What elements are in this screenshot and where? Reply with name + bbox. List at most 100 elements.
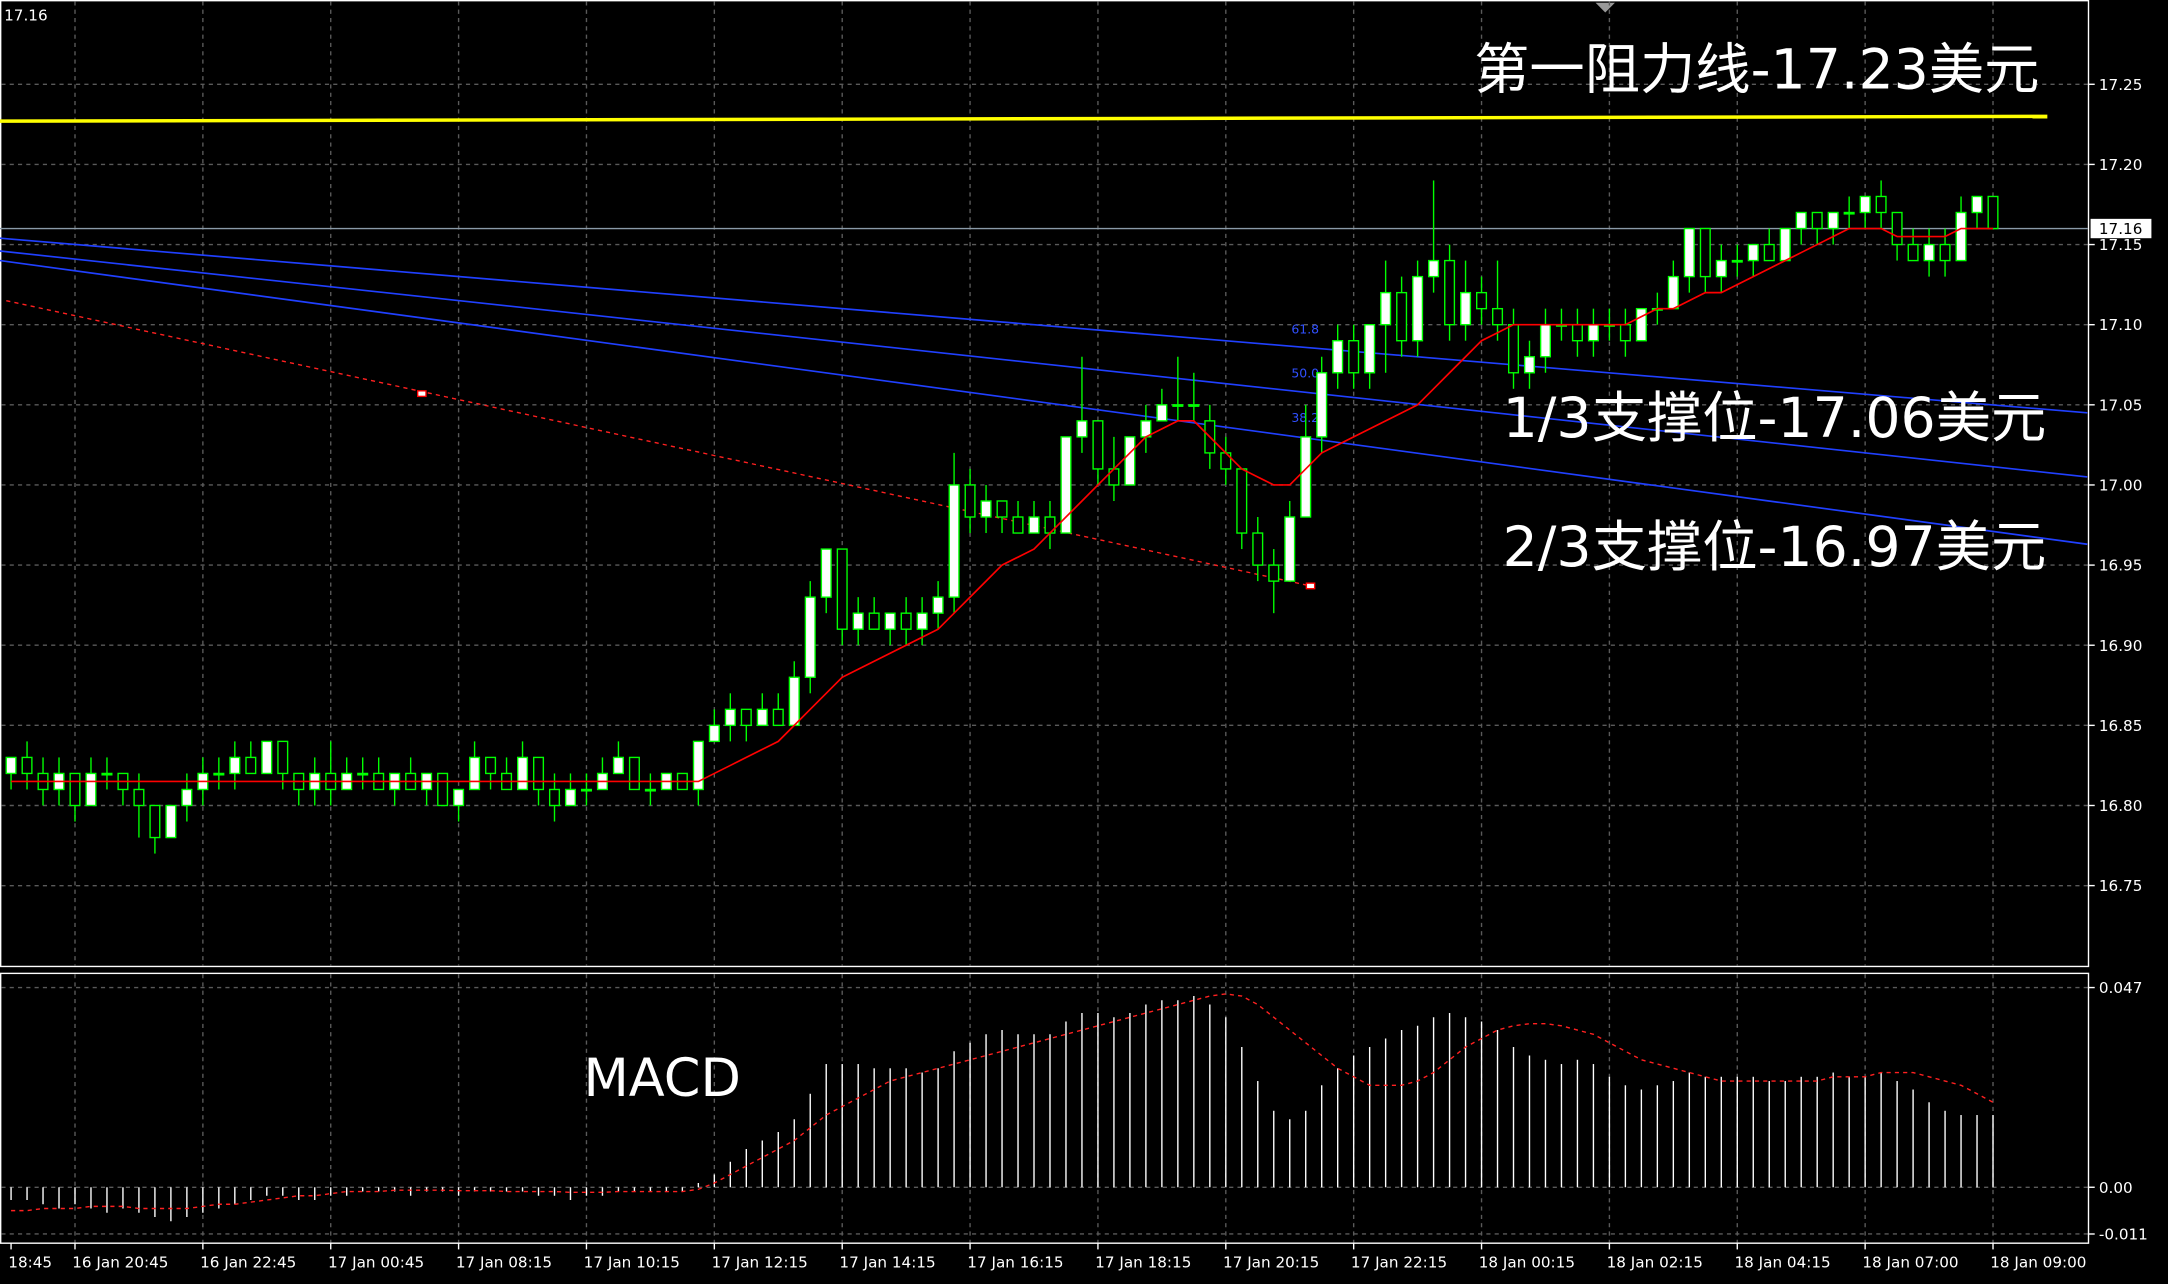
line-point <box>416 390 427 398</box>
candle-body <box>5 756 17 775</box>
candle-body <box>517 756 529 791</box>
candle-body <box>788 676 800 727</box>
y-tick-label: 16.90 <box>2099 637 2143 655</box>
candle-body <box>852 612 864 630</box>
candle-body <box>149 804 161 839</box>
candle-body <box>836 548 848 630</box>
x-tick-label: 17 Jan 10:15 <box>584 1253 680 1271</box>
macd-panel-frame <box>0 972 2090 1244</box>
annotation: 1/3支撑位-17.06美元 <box>1503 387 2047 451</box>
candle-body <box>1300 436 1312 518</box>
candle-body <box>1252 532 1264 566</box>
candle-body <box>1699 227 1711 278</box>
x-tick-label: 18 Jan 02:15 <box>1607 1253 1703 1271</box>
candle-body <box>1987 195 1999 230</box>
x-tick-label: 17 Jan 20:15 <box>1223 1253 1319 1271</box>
candle-body <box>1444 259 1456 326</box>
header-price: 17.16 <box>4 7 48 25</box>
y-tick-label: 17.25 <box>2099 76 2143 94</box>
candle-body <box>980 500 992 518</box>
candle-body <box>1843 211 1855 215</box>
candle-body <box>1348 340 1360 374</box>
x-tick-label: 17 Jan 00:45 <box>328 1253 424 1271</box>
candle-body <box>85 772 97 807</box>
candle-body <box>740 708 752 727</box>
candle-body <box>1012 516 1024 534</box>
candle-body <box>69 772 81 807</box>
candle-body <box>1587 323 1599 342</box>
candle-body <box>101 772 113 776</box>
main-panel-frame <box>0 0 2090 968</box>
y-tick-label: 17.00 <box>2099 476 2143 494</box>
candle-body <box>1460 291 1472 326</box>
candle-body <box>1236 468 1248 534</box>
annotation: 第一阻力线-17.23美元 <box>1474 39 2039 103</box>
candle-body <box>548 788 561 807</box>
candle-body <box>485 756 497 775</box>
candle-body <box>692 740 704 791</box>
candle-body <box>1507 323 1520 374</box>
candle-body <box>1332 340 1344 374</box>
price-box <box>2090 218 2152 239</box>
candle-body <box>1124 436 1136 486</box>
y-tick-label: -0.011 <box>2099 1226 2148 1244</box>
moving-average <box>11 227 1994 783</box>
candle-body <box>868 612 880 630</box>
candle-body <box>1971 195 1983 214</box>
candle-body <box>644 788 656 792</box>
price-box-label: 17.16 <box>2099 220 2143 238</box>
candle-body <box>1811 211 1823 230</box>
candle-body <box>1188 404 1200 407</box>
candle-body <box>1875 195 1887 214</box>
trend-line <box>0 259 2088 546</box>
y-tick-label: 16.85 <box>2099 717 2143 735</box>
line-point <box>1305 582 1316 590</box>
x-tick-label: 16 Jan 22:45 <box>200 1253 296 1271</box>
candle-body <box>532 756 545 791</box>
candle-body <box>1428 259 1440 278</box>
x-tick-label: 18 Jan 07:00 <box>1862 1253 1958 1271</box>
y-tick-label: 17.15 <box>2099 236 2143 254</box>
candle-body <box>1156 404 1168 422</box>
candle-body <box>133 788 145 807</box>
x-tick-label: 18 Jan 00:15 <box>1479 1253 1575 1271</box>
candle-body <box>1396 291 1408 342</box>
candle-body <box>916 612 928 630</box>
candle-body <box>820 548 832 598</box>
candle-body <box>1316 372 1328 438</box>
candle-body <box>469 756 481 791</box>
candle-body <box>1092 420 1104 470</box>
candle-body <box>1060 436 1072 534</box>
candle-body <box>564 788 577 807</box>
candle-body <box>964 484 976 518</box>
candle-body <box>1939 243 1951 262</box>
candle-body <box>229 756 241 775</box>
y-tick-label: 16.95 <box>2099 557 2143 575</box>
candle-body <box>628 756 640 791</box>
dashed-line <box>6 299 1311 587</box>
x-tick-label: 18 Jan 04:15 <box>1735 1253 1831 1271</box>
candle-body <box>1172 404 1184 407</box>
candle-body <box>21 756 33 775</box>
candle-body <box>213 772 225 776</box>
y-tick-label: 0.047 <box>2099 979 2143 997</box>
candle-body <box>1779 227 1791 262</box>
candle-body <box>772 708 784 727</box>
candle-body <box>1667 275 1679 310</box>
x-tick-label: 17 Jan 12:15 <box>712 1253 808 1271</box>
candle-body <box>453 788 465 807</box>
annotation: 2/3支撑位-16.97美元 <box>1503 516 2047 580</box>
candle-body <box>437 772 449 807</box>
candle-body <box>724 708 736 727</box>
y-tick-label: 17.20 <box>2099 156 2143 174</box>
x-tick-label: 17 Jan 18:15 <box>1095 1253 1191 1271</box>
y-tick-label: 17.05 <box>2099 396 2143 414</box>
candle-body <box>1412 275 1424 342</box>
fib-label: 61.8 <box>1291 321 1319 336</box>
macd-label: MACD <box>583 1048 740 1109</box>
candle-body <box>804 596 816 678</box>
candle-body <box>1747 243 1759 262</box>
candle-body <box>612 756 624 775</box>
